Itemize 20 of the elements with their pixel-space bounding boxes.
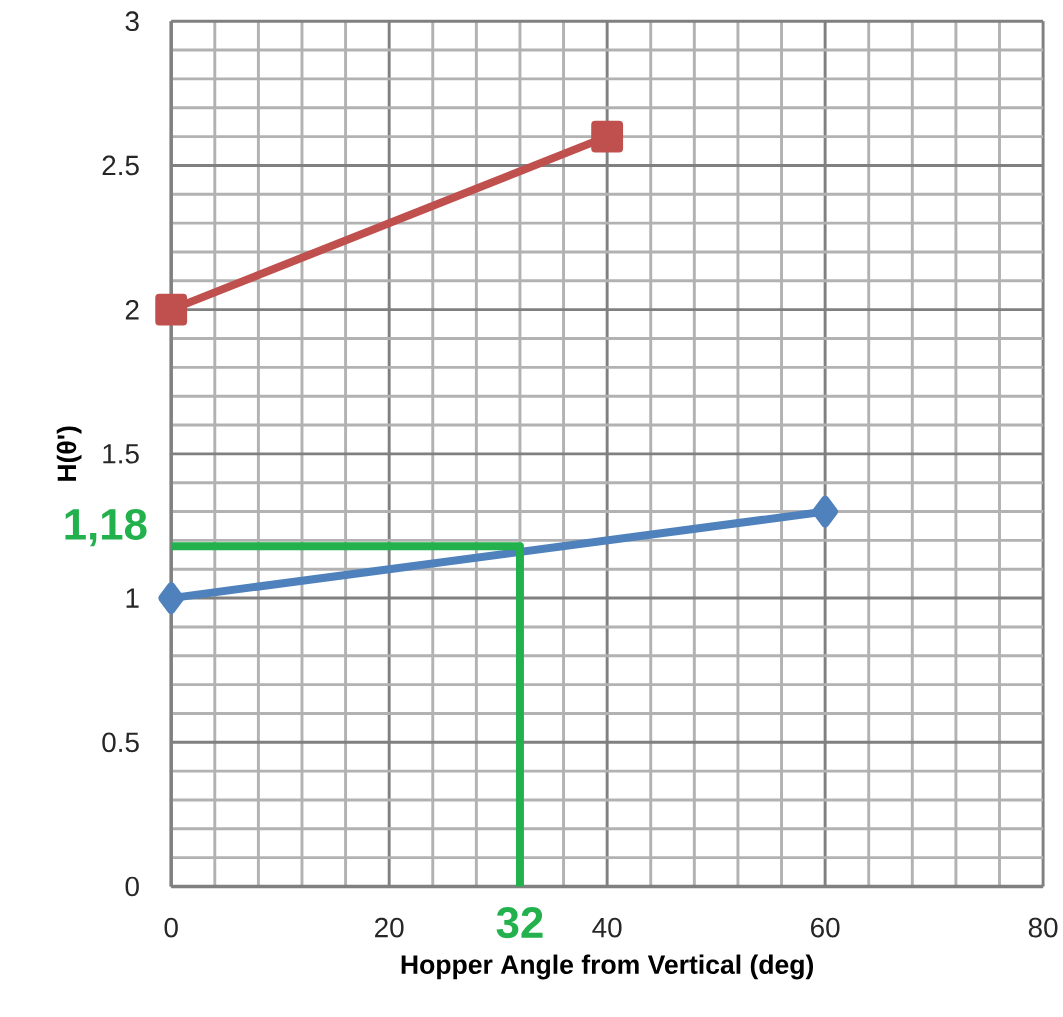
x-tick-label: 0: [164, 917, 178, 938]
y-tick-label: 0.5: [102, 732, 139, 753]
point: [158, 582, 185, 615]
x-tick-label: 80: [1028, 917, 1058, 938]
y-tick-label: 2.5: [102, 155, 139, 176]
x-tick-label: 40: [592, 917, 622, 938]
y-tick-label: 1.5: [103, 444, 139, 464]
y-tick-label: 2: [125, 300, 139, 320]
x-axis-title: Hopper Angle from Vertical (deg): [401, 954, 814, 980]
point: [155, 293, 188, 326]
y-tick-label: 0: [125, 876, 139, 897]
point: [591, 120, 624, 153]
annotation: 1,18: [65, 509, 147, 547]
x-tick-label: 20: [375, 917, 404, 938]
point: [812, 495, 839, 528]
y-axis-title: H(θ'): [56, 426, 82, 482]
annotation: 32: [496, 907, 543, 939]
x-tick-label: 60: [811, 917, 840, 938]
y-tick-label: 3: [125, 11, 139, 32]
y-tick-label: 1: [126, 588, 139, 608]
